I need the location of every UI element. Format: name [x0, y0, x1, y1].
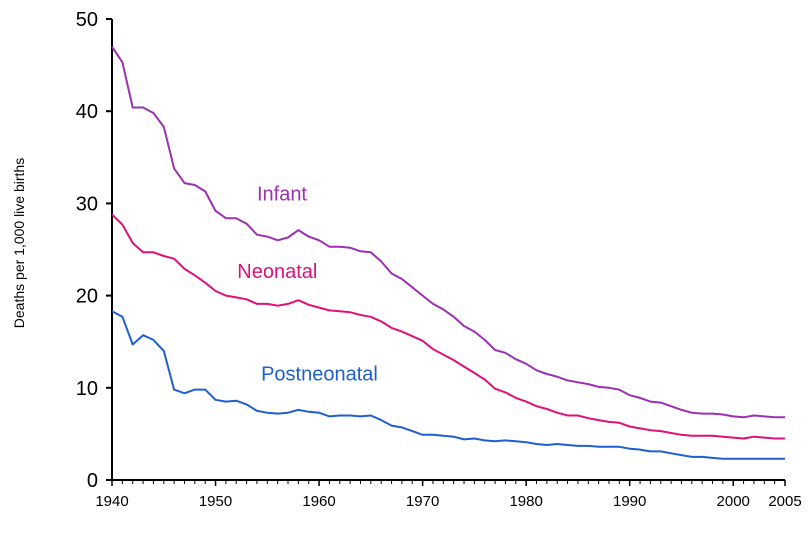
y-tick-label: 10: [76, 378, 98, 400]
tick-labels: 0 10 20 30 40 50 1940 1950 1960 1970 1980 1990 2000 2…: [76, 9, 802, 510]
axes: [106, 18, 786, 486]
infant-series-line: [111, 46, 785, 419]
infant-series-label: Infant: [257, 184, 307, 206]
postneonatal-series-label: Postneonatal: [261, 363, 378, 385]
y-tick-label: 40: [76, 101, 98, 123]
x-tick-label: 1970: [406, 493, 439, 510]
x-tick-label: 1940: [95, 493, 128, 510]
x-tick-label: 1950: [199, 493, 232, 510]
y-tick-label: 50: [76, 9, 98, 31]
neonatal-series-line: [111, 213, 785, 440]
x-tick-label: 2000: [717, 493, 750, 510]
x-tick-label: 2005: [768, 493, 801, 510]
series-labels: Infant Neonatal Postneonatal: [237, 184, 378, 386]
y-axis-label: Deaths per 1,000 live births: [11, 158, 27, 328]
series-lines: [111, 46, 785, 460]
x-tick-label: 1990: [613, 493, 646, 510]
x-tick-label: 1980: [509, 493, 542, 510]
y-tick-label: 0: [87, 470, 98, 492]
neonatal-series-label: Neonatal: [237, 261, 317, 283]
y-tick-label: 20: [76, 286, 98, 308]
postneonatal-series-line: [111, 310, 785, 460]
x-tick-label: 1960: [302, 493, 335, 510]
y-tick-label: 30: [76, 193, 98, 215]
